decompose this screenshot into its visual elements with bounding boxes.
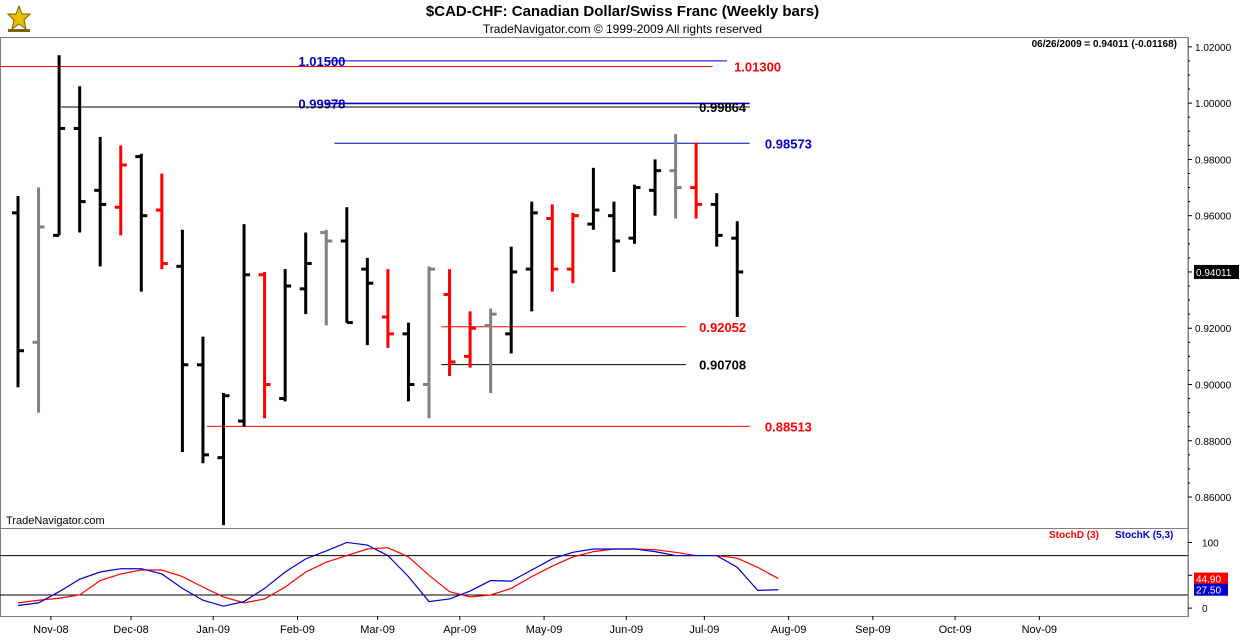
level-label: 0.98573	[765, 136, 812, 151]
stoch-series-line	[17, 541, 779, 607]
ohlc-bar	[73, 86, 86, 233]
ohlc-bar	[53, 55, 66, 237]
stoch-tick-label: 0	[1202, 604, 1208, 615]
last-price-label: 0.94011	[1196, 268, 1232, 279]
last-price-box	[1194, 264, 1239, 279]
level-label: 0.90708	[699, 358, 746, 373]
ohlc-bar	[381, 269, 394, 348]
stoch-last-label: 27.50	[1196, 586, 1221, 597]
date-label: Sep-09	[855, 624, 890, 636]
logo-icon	[4, 4, 34, 34]
ohlc-bar	[135, 153, 148, 292]
ohlc-bar	[566, 212, 579, 284]
date-label: Aug-09	[771, 624, 806, 636]
price-tick-label: 0.92000	[1195, 324, 1232, 335]
ohlc-bar	[423, 266, 435, 419]
copyright-notice: TradeNavigator.com © 1999-2009 All right…	[482, 22, 763, 36]
ohlc-bar	[464, 311, 477, 368]
ohlc-bar	[690, 142, 703, 219]
ohlc-bar	[546, 204, 559, 292]
ohlc-bar	[238, 224, 251, 427]
ohlc-bar	[12, 195, 24, 388]
date-label: Mar-09	[360, 624, 395, 636]
ohlc-bar	[176, 229, 189, 453]
ohlc-bar	[628, 184, 641, 244]
ohlc-bar	[587, 167, 600, 230]
price-pane	[0, 37, 1189, 529]
date-label: Apr-09	[443, 624, 476, 636]
ohlc-bar	[484, 308, 497, 393]
status-readout: 06/26/2009 = 0.94011 (-0.01168)	[1032, 39, 1177, 50]
level-label: 1.01300	[734, 60, 781, 75]
ohlc-bar	[505, 246, 518, 354]
ohlc-bar	[607, 201, 620, 272]
ohlc-bar	[32, 187, 45, 413]
stoch-last-box	[1194, 583, 1228, 596]
ohlc-bar	[196, 336, 209, 464]
stoch-last-box	[1194, 572, 1228, 585]
level-label: 0.88513	[765, 419, 812, 434]
ohlc-bar	[258, 271, 271, 419]
ohlc-bar	[731, 221, 744, 317]
ohlc-bar	[710, 193, 723, 247]
price-tick-label: 0.88000	[1195, 437, 1232, 448]
price-tick-label: 0.90000	[1195, 380, 1232, 391]
stochastic-pane	[0, 528, 1189, 617]
price-tick-label: 0.86000	[1195, 493, 1232, 504]
ohlc-bar	[279, 269, 292, 402]
date-label: Jul-09	[689, 624, 719, 636]
ohlc-bar	[669, 134, 682, 219]
date-label: May-09	[526, 624, 563, 636]
ohlc-bar	[217, 392, 230, 526]
ohlc-bar	[525, 201, 538, 312]
price-tick-label: 1.00000	[1195, 99, 1232, 110]
stoch-tick-label: 100	[1202, 538, 1219, 549]
ohlc-bar	[443, 269, 456, 377]
ohlc-bar	[402, 322, 415, 402]
date-label: Oct-09	[939, 624, 972, 636]
price-tick-label: 0.96000	[1195, 212, 1232, 223]
price-tick-label: 1.02000	[1195, 43, 1232, 54]
legend-stochk: StochK (5,3)	[1115, 530, 1173, 541]
ohlc-bar	[299, 232, 312, 315]
date-label: Jun-09	[609, 624, 643, 636]
date-label: Nov-08	[33, 624, 68, 636]
ohlc-bar	[114, 145, 127, 236]
watermark: TradeNavigator.com	[6, 515, 105, 527]
level-label: 0.99978	[298, 97, 345, 112]
price-tick-label: 0.98000	[1195, 155, 1232, 166]
level-label: 1.01500	[298, 54, 345, 69]
chart-title: $CAD-CHF: Canadian Dollar/Swiss Franc (W…	[425, 3, 820, 20]
ohlc-bar	[649, 159, 662, 216]
date-label: Dec-08	[113, 624, 148, 636]
ohlc-bar	[320, 229, 333, 326]
legend-stochd: StochD (3)	[1049, 530, 1099, 541]
level-label: 0.99864	[699, 100, 747, 115]
level-label: 0.92052	[699, 320, 746, 335]
ohlc-bar	[94, 136, 107, 267]
date-label: Nov-09	[1022, 624, 1057, 636]
ohlc-bar	[155, 173, 168, 270]
date-label: Feb-09	[280, 624, 315, 636]
ohlc-bar	[361, 257, 374, 346]
stoch-last-label: 44.90	[1196, 575, 1221, 586]
date-label: Jan-09	[196, 624, 230, 636]
ohlc-bar	[340, 207, 353, 325]
